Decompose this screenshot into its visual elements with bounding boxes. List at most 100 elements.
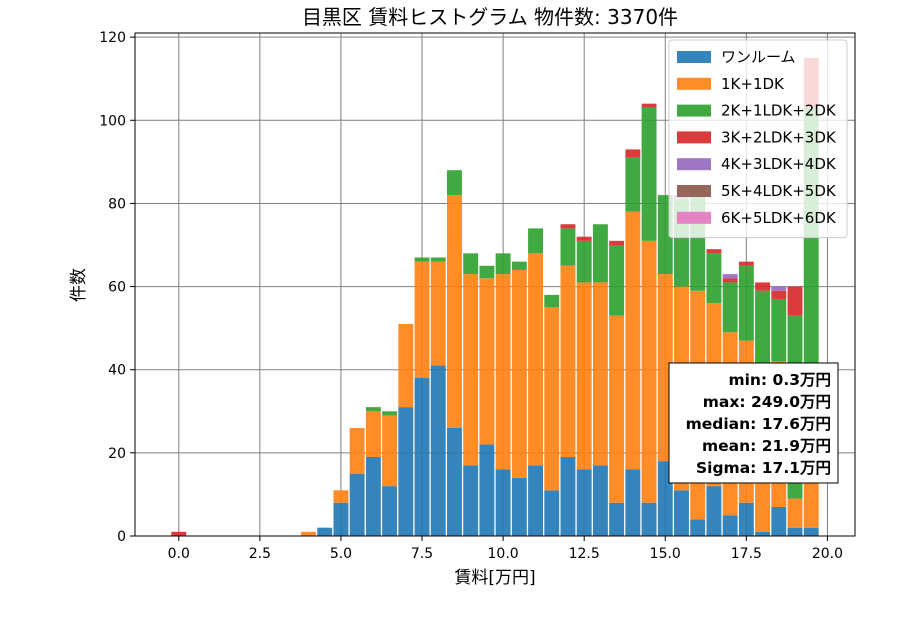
histogram-bar [560, 457, 576, 536]
histogram-bar [738, 502, 754, 536]
legend-label: 6K+5LDK+6DK [721, 209, 837, 227]
histogram-bar [625, 211, 641, 470]
histogram-bar [560, 224, 576, 229]
histogram-bar [365, 411, 381, 458]
legend-swatch [677, 158, 711, 171]
histogram-bar [576, 282, 592, 470]
histogram-bar [722, 274, 738, 279]
y-tick-label: 60 [108, 280, 126, 296]
histogram-bar [511, 477, 527, 536]
histogram-bar [674, 490, 689, 536]
histogram-bar [544, 294, 560, 308]
legend-swatch [677, 211, 711, 224]
histogram-bar [528, 253, 543, 466]
y-tick-label: 100 [99, 113, 126, 129]
x-tick-label: 17.5 [731, 546, 762, 562]
histogram-bar [738, 265, 754, 341]
x-tick-label: 15.0 [650, 546, 681, 562]
axis-ticks: 0.0 2.5 5.0 7.5 10.0 12.5 15.0 17.5 20.0 0 20 40 60 8… [99, 30, 843, 562]
y-tick-label: 80 [108, 196, 126, 212]
histogram-bar [414, 378, 430, 536]
legend-swatch [677, 131, 711, 144]
histogram-bar [722, 282, 738, 333]
y-tick-label: 20 [108, 446, 126, 462]
x-tick-label: 2.5 [249, 546, 271, 562]
histogram-bar [447, 427, 462, 536]
stats-line: Sigma: 17.1万円 [696, 459, 831, 477]
legend-label: 1K+1DK [721, 75, 785, 93]
histogram-bar [495, 469, 511, 536]
x-tick-label: 0.0 [168, 546, 190, 562]
histogram-bar [560, 228, 576, 266]
histogram-bar [398, 407, 414, 536]
histogram-bar [511, 269, 527, 478]
x-tick-label: 5.0 [330, 546, 352, 562]
histogram-bar [755, 282, 771, 291]
histogram-bar [609, 315, 625, 503]
histogram-bar [317, 527, 333, 536]
stats-box: min: 0.3万円 max: 249.0万円 median: 17.6万円 mean… [668, 362, 839, 484]
x-tick-label: 20.0 [812, 546, 843, 562]
histogram-bar [414, 257, 430, 262]
histogram-bar [430, 261, 446, 366]
legend-swatch [677, 77, 711, 90]
histogram-bar [333, 490, 349, 503]
histogram-bar [171, 531, 187, 536]
histogram-bar [771, 299, 787, 362]
histogram-bar [447, 195, 462, 428]
histogram-bar [690, 519, 706, 536]
histogram-bar [722, 515, 738, 536]
histogram-bar [301, 531, 316, 536]
legend-swatch [677, 51, 711, 63]
histogram-bar [398, 323, 414, 408]
histogram-bar [463, 465, 479, 536]
stats-line: min: 0.3万円 [728, 371, 831, 389]
plot-frame [134, 32, 856, 537]
histogram-bar [641, 107, 657, 241]
histogram-bar [625, 157, 641, 212]
histogram-bar [706, 486, 722, 536]
histogram-bar [641, 103, 657, 108]
legend-swatch [677, 185, 711, 197]
histogram-bar [787, 498, 803, 528]
histogram-bar [771, 286, 787, 291]
histogram-bar [609, 502, 625, 536]
histogram-bar [365, 407, 381, 412]
histogram-bar [511, 261, 527, 270]
histogram-bar [544, 490, 560, 536]
histogram-bar [641, 502, 657, 536]
chart-title: 目黒区 賃料ヒストグラム 物件数: 3370件 [302, 5, 678, 29]
histogram-bar [479, 444, 495, 536]
histogram-bar [592, 224, 608, 283]
histogram-bar [447, 170, 462, 196]
histogram-bar [495, 274, 511, 470]
histogram-bar [463, 253, 479, 275]
histogram-bar [787, 527, 803, 536]
histogram-bar [771, 290, 787, 300]
histogram-bar [463, 274, 479, 466]
histogram-bar [771, 506, 787, 536]
histogram-bar [430, 365, 446, 536]
stats-frame [668, 362, 839, 484]
histogram-bar [738, 261, 754, 266]
histogram-bar [755, 290, 771, 387]
stats-line: mean: 21.9万円 [702, 437, 831, 455]
y-tick-label: 0 [117, 529, 126, 545]
legend-swatch [677, 104, 711, 117]
legend-label: 4K+3LDK+4DK [721, 155, 837, 173]
histogram-bar [592, 465, 608, 536]
histogram-bar [479, 278, 495, 445]
y-axis-label: 件数 [69, 268, 89, 302]
histogram-bar [349, 473, 365, 536]
x-tick-label: 7.5 [411, 546, 433, 562]
histogram-bar [706, 253, 722, 304]
legend-label: ワンルーム [721, 48, 796, 66]
histogram-bar [528, 228, 543, 254]
histogram-bar [544, 307, 560, 491]
histogram-bar [414, 261, 430, 379]
legend-label: 2K+1LDK+2DK [721, 102, 837, 120]
y-tick-label: 40 [108, 363, 126, 379]
histogram-bar [592, 282, 608, 466]
histogram-bar [803, 527, 819, 536]
